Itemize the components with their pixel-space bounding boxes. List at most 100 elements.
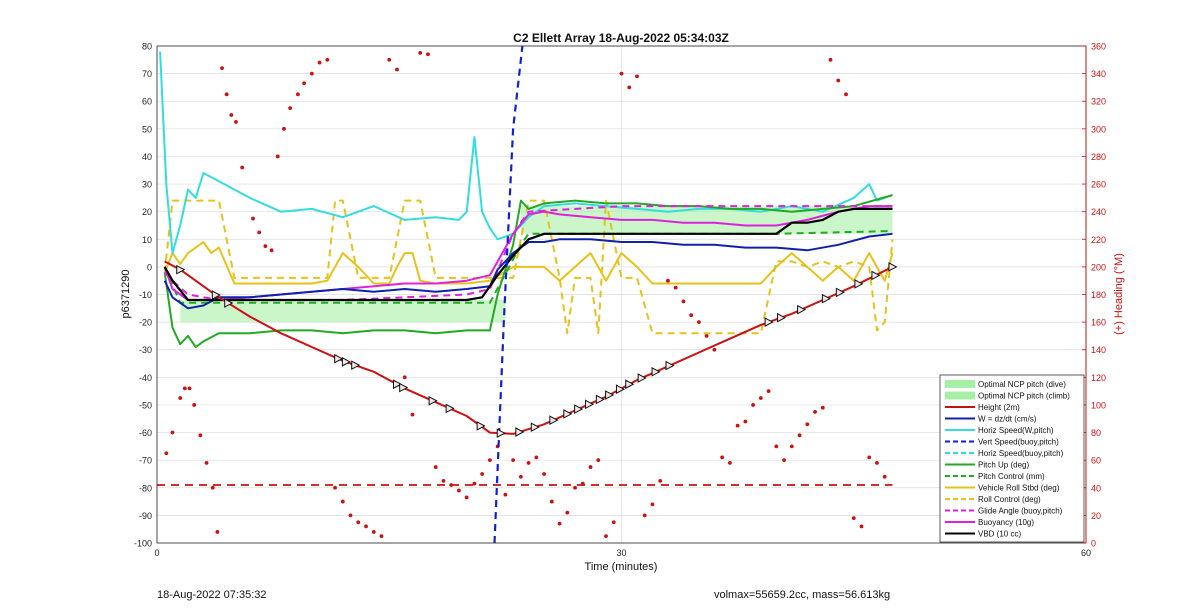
heading-point [557,521,562,526]
legend-label: Buoyancy (10g) [978,518,1034,527]
heading-point [204,461,209,465]
y-tick-label-right: 100 [1091,400,1106,410]
legend-label: Vehicle Roll Stbd (deg) [978,484,1060,493]
height-marker [764,317,774,327]
heading-point [472,481,477,486]
heading-point [480,472,485,476]
x-tick-label: 60 [1081,548,1091,558]
y-tick-label-right: 240 [1091,207,1106,217]
heading-point [215,530,220,534]
heading-point [269,248,274,253]
heading-point [275,154,280,159]
heading-point [727,461,732,465]
heading-point [309,71,314,76]
y-tick-label-right: 0 [1091,539,1096,549]
heading-point [379,534,384,538]
heading-point [666,278,670,283]
heading-point [588,465,593,469]
height-marker [563,409,573,419]
height-marker [584,399,595,410]
height-marker [797,304,807,315]
heading-point [333,485,337,490]
heading-point [418,51,423,55]
height-marker [854,279,864,289]
heading-point [457,488,461,493]
heading-point [325,57,330,62]
y-tick-label-left: -70 [139,456,152,466]
y-tick-label-left: -20 [139,318,152,328]
y-axis-label-right: (+) Heading (°M) [1113,253,1125,335]
heading-point [596,458,601,463]
series-lines [157,45,894,544]
heading-point [720,455,725,460]
heading-point [387,57,392,62]
y-tick-label-left: 60 [142,97,152,107]
height-marker [176,264,186,275]
y-tick-label-left: -10 [139,290,152,300]
heading-point [234,120,238,124]
heading-point [410,412,415,417]
heading-point [565,510,570,515]
legend-label: Optimal NCP pitch (climb) [978,392,1070,401]
y-tick-label-right: 360 [1091,42,1106,52]
y-tick-label-left: 40 [142,152,152,162]
x-tick-label: 0 [154,548,159,558]
heading-point [340,499,345,504]
heading-point [395,67,399,72]
y-tick-label-right: 340 [1091,69,1106,79]
heading-point [433,465,438,469]
heading-point [288,106,293,111]
heading-point [356,520,361,525]
heading-point [511,458,516,463]
heading-point [797,433,802,438]
heading-point [828,57,833,62]
height-marker [549,415,559,425]
height-marker [625,379,635,390]
heading-point [503,492,508,497]
heading-point [371,530,376,534]
heading-point [658,478,663,483]
y-tick-label-left: -50 [139,400,152,410]
y-tick-label-right: 200 [1091,262,1106,272]
heading-point [170,430,175,435]
heading-point [302,81,306,86]
heading-point [518,474,523,479]
height-marker [595,394,605,405]
height-marker [399,382,409,393]
heading-point [851,516,856,521]
height-marker [428,395,438,406]
heading-point [295,92,300,97]
y-tick-label-right: 180 [1091,290,1106,300]
y-tick-label-right: 220 [1091,235,1106,245]
height-marker [515,427,525,437]
legend-label: Horiz Speed(buoy,pitch) [978,449,1064,458]
heading-point [257,230,262,235]
height-marker [392,379,403,390]
legend-label: Horiz Speed(W,pitch) [978,426,1054,435]
height-marker [496,428,506,439]
legend-swatch [945,380,975,388]
heading-point [859,524,864,529]
height-marker [334,353,344,364]
y-tick-label-right: 320 [1091,97,1106,107]
x-axis-label: Time (minutes) [585,561,658,573]
heading-point [192,403,197,407]
y-tick-label-right: 260 [1091,180,1106,190]
height-marker [476,421,486,431]
heading-point [534,455,539,460]
height-marker [651,366,661,377]
heading-point [820,405,825,410]
height-marker [211,290,221,300]
y-tick-label-left: 70 [142,69,152,79]
height-marker [637,373,647,383]
y-tick-label-right: 40 [1091,483,1101,493]
legend-label: Roll Control (deg) [978,495,1041,504]
ncp-bands [180,206,893,323]
heading-point [875,461,879,465]
heading-point [836,78,841,83]
heading-point [751,403,756,407]
footer-timestamp: 18-Aug-2022 07:35:32 [157,589,267,601]
heading-point [526,461,531,465]
height-marker [341,357,351,367]
heading-point [619,71,624,76]
